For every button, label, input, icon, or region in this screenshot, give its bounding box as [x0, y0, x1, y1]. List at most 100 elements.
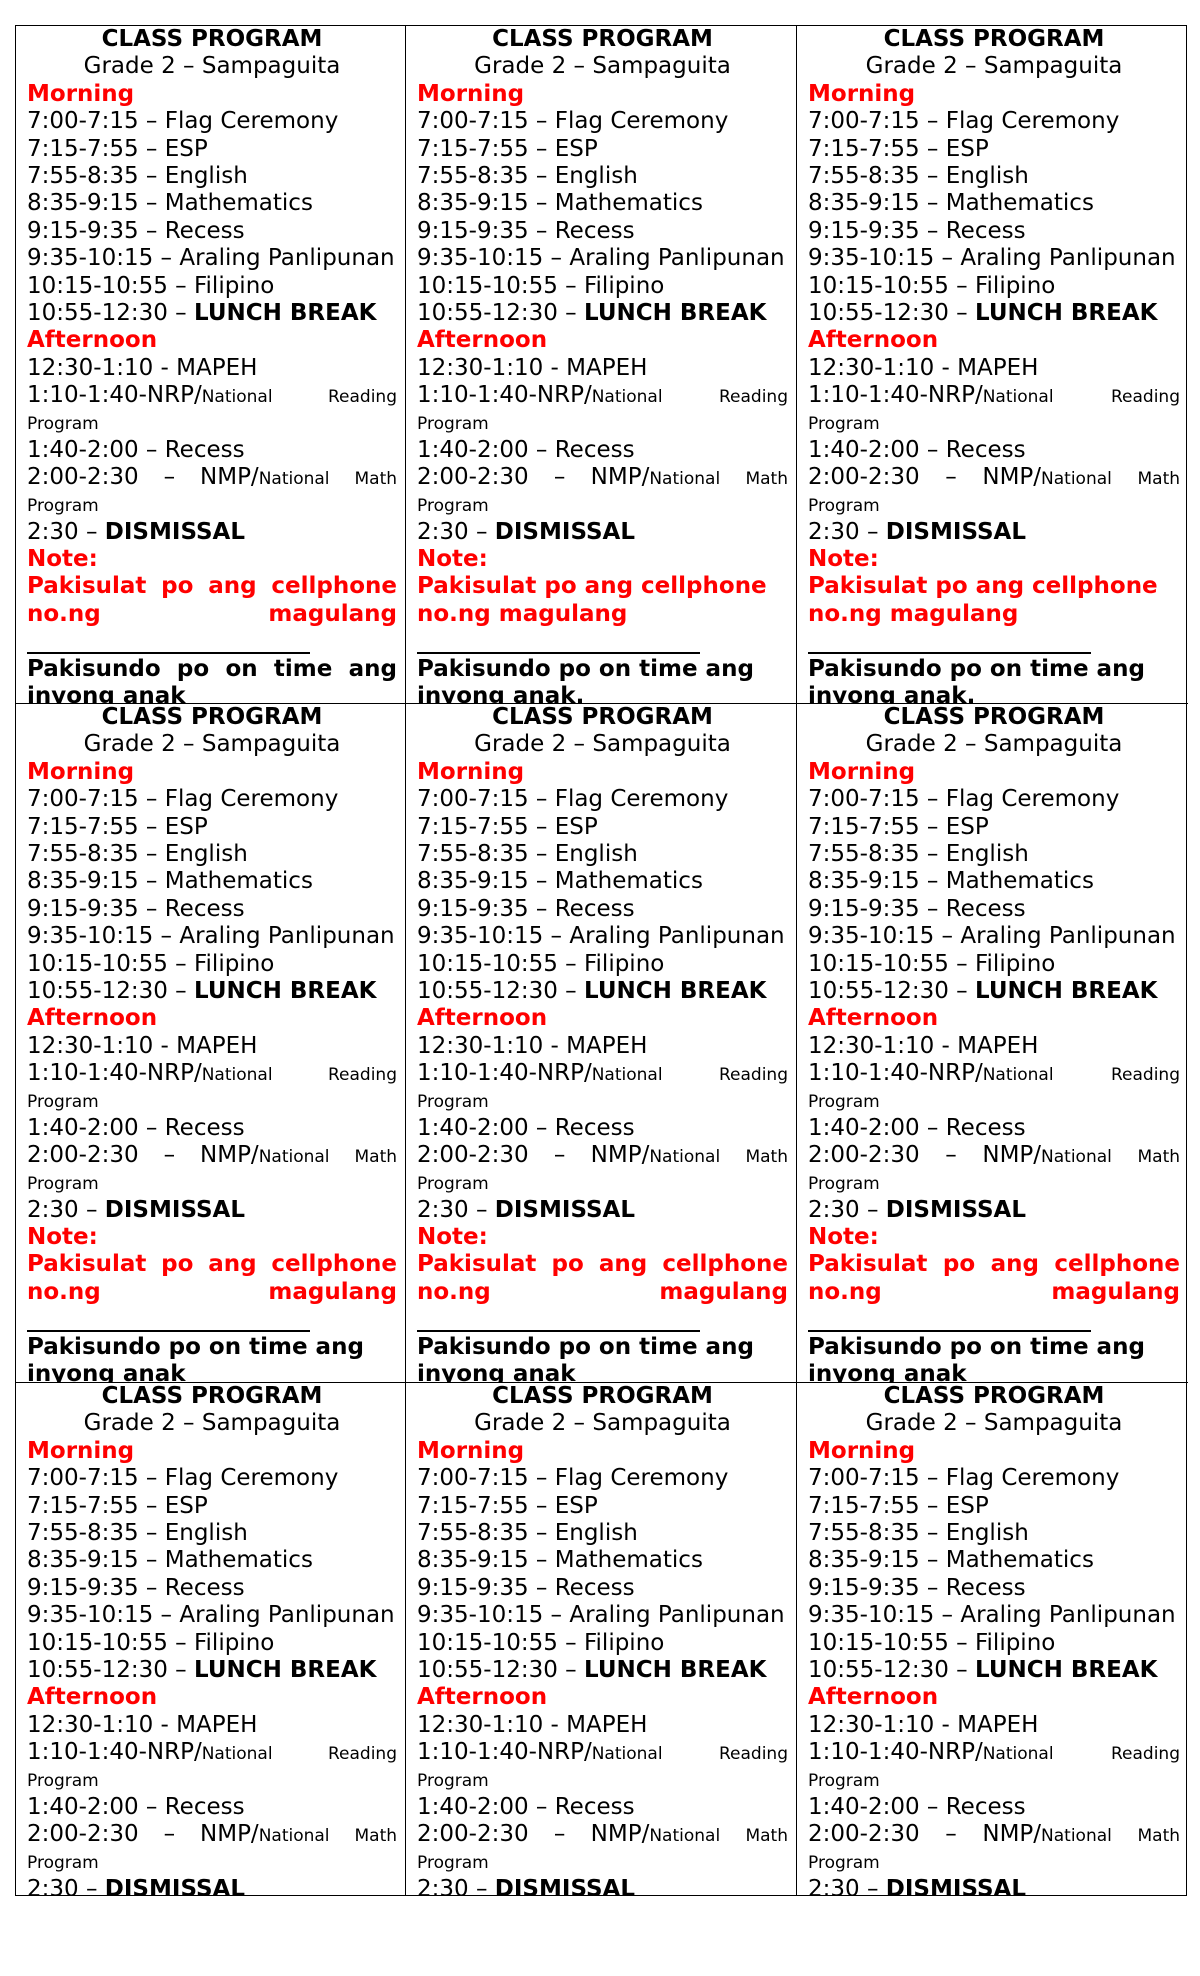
- nmp-time: 2:00-2:30: [808, 1142, 920, 1169]
- schedule-item: 1:40-2:00 – Recess: [27, 1114, 245, 1141]
- schedule-item: 7:00-7:15 – Flag Ceremony: [808, 108, 1120, 135]
- nmp-math: Math: [354, 1147, 398, 1168]
- nmp-main: NMP/: [982, 464, 1042, 491]
- grade-section: Grade 2 – Sampaguita: [83, 1410, 341, 1437]
- nrp-main: 1:10-1:40-NRP/: [27, 1060, 202, 1087]
- program-title: CLASS PROGRAM: [101, 1383, 323, 1409]
- nmp-program: Program: [27, 495, 99, 516]
- nmp-main: NMP/: [200, 1821, 259, 1848]
- schedule-item: 9:15-9:35 – Recess: [808, 895, 1026, 922]
- nrp-item: 1:10-1:40-NRP/National Reading: [417, 1739, 788, 1768]
- class-program-card: CLASS PROGRAM Grade 2 – Sampaguita Morning…: [16, 1383, 406, 1895]
- note-label: Note:: [27, 1223, 98, 1250]
- schedule-item: 9:35-10:15 – Araling Panlipunan: [417, 923, 785, 950]
- schedule-item: 7:00-7:15 – Flag Ceremony: [417, 108, 729, 135]
- nmp-math: Math: [354, 1826, 398, 1847]
- schedule-item: 7:00-7:15 – Flag Ceremony: [417, 786, 729, 813]
- schedule-item: 10:15-10:55 – Filipino: [27, 1629, 275, 1656]
- nmp-dash: –: [163, 464, 176, 491]
- program-title: CLASS PROGRAM: [101, 704, 323, 730]
- note-text-line: no.ng magulang: [808, 1278, 1180, 1305]
- nmp-math: Math: [1137, 1147, 1181, 1168]
- nrp-main: 1:10-1:40-NRP/: [417, 1739, 592, 1766]
- nrp-item: 1:10-1:40-NRP/National Reading: [27, 1739, 397, 1768]
- lunch-label: LUNCH BREAK: [194, 300, 377, 327]
- nmp-national: National: [649, 1147, 721, 1168]
- dismissal-time: 2:30 –: [417, 518, 488, 545]
- schedule-item: 8:35-9:15 – Mathematics: [808, 1547, 1094, 1574]
- schedule-item: 10:15-10:55 – Filipino: [417, 950, 665, 977]
- schedule-item: 1:40-2:00 – Recess: [808, 436, 1026, 463]
- schedule-item: 7:00-7:15 – Flag Ceremony: [417, 1465, 729, 1492]
- nmp-dash: –: [553, 464, 566, 491]
- note-text-line: Pakisulat po ang cellphone: [808, 1251, 1180, 1278]
- schedule-item: 10:15-10:55 – Filipino: [808, 272, 1056, 299]
- nmp-national: National: [258, 469, 330, 490]
- nrp-main: 1:10-1:40-NRP/: [27, 382, 202, 409]
- schedule-item: 9:35-10:15 – Araling Panlipunan: [417, 1602, 785, 1629]
- nmp-dash: –: [553, 1142, 566, 1169]
- lunch-label: LUNCH BREAK: [975, 978, 1158, 1005]
- dismissal-item: 2:30 – DISMISSAL: [808, 519, 1180, 546]
- schedule-item: 7:55-8:35 – English: [808, 1520, 1029, 1547]
- nmp-program: Program: [27, 1173, 99, 1194]
- afternoon-heading: Afternoon: [417, 1005, 548, 1032]
- nrp-reading: Reading: [1110, 387, 1180, 408]
- signature-line: [27, 628, 397, 655]
- morning-heading: Morning: [808, 1437, 916, 1464]
- nmp-item: 2:00-2:30 – NMP/National Math: [808, 1821, 1180, 1850]
- afternoon-heading: Afternoon: [808, 1684, 939, 1711]
- nmp-time: 2:00-2:30: [417, 464, 529, 491]
- dismissal-time: 2:30 –: [27, 1875, 98, 1896]
- class-program-sheet: CLASS PROGRAM Grade 2 – Sampaguita Morning…: [15, 25, 1188, 1896]
- schedule-item: 7:00-7:15 – Flag Ceremony: [27, 1465, 339, 1492]
- lunch-time: 10:55-12:30 –: [417, 1657, 577, 1684]
- nmp-dash: –: [163, 1821, 176, 1848]
- note-label: Note:: [27, 545, 98, 572]
- nrp-national: National: [201, 1065, 273, 1086]
- schedule-item: 12:30-1:10 - MAPEH: [417, 1032, 648, 1059]
- schedule-item: 7:00-7:15 – Flag Ceremony: [808, 786, 1120, 813]
- nrp-main: 1:10-1:40-NRP/: [808, 1060, 983, 1087]
- signature-line: [27, 1306, 397, 1333]
- dismissal-item: 2:30 – DISMISSAL: [808, 1876, 1180, 1896]
- signature-line: [417, 1306, 788, 1333]
- nmp-main: NMP/: [982, 1142, 1042, 1169]
- nmp-item: 2:00-2:30 – NMP/National Math: [417, 464, 788, 493]
- morning-heading: Morning: [417, 758, 525, 785]
- schedule-item: 10:15-10:55 – Filipino: [27, 950, 275, 977]
- note-text-line: no.ng magulang: [808, 600, 1019, 627]
- lunch-time: 10:55-12:30 –: [417, 978, 577, 1005]
- schedule-item: 7:55-8:35 – English: [808, 163, 1029, 190]
- nmp-program: Program: [417, 1852, 489, 1873]
- afternoon-heading: Afternoon: [27, 1684, 158, 1711]
- schedule-item: 9:35-10:15 – Araling Panlipunan: [27, 923, 395, 950]
- nmp-math: Math: [745, 1147, 788, 1168]
- nrp-item: 1:10-1:40-NRP/National Reading: [417, 382, 788, 411]
- schedule-item: 9:35-10:15 – Araling Panlipunan: [808, 245, 1176, 272]
- lunch-label: LUNCH BREAK: [194, 978, 377, 1005]
- lunch-time: 10:55-12:30 –: [417, 300, 577, 327]
- nrp-program: Program: [808, 1770, 880, 1791]
- schedule-item: 8:35-9:15 – Mathematics: [417, 1547, 703, 1574]
- morning-heading: Morning: [808, 758, 916, 785]
- nrp-national: National: [591, 1744, 663, 1765]
- nrp-item: 1:10-1:40-NRP/National Reading: [417, 1060, 788, 1089]
- morning-heading: Morning: [808, 80, 916, 107]
- nmp-main: NMP/: [982, 1821, 1042, 1848]
- lunch-break-item: 10:55-12:30 – LUNCH BREAK: [808, 978, 1180, 1005]
- schedule-item: 8:35-9:15 – Mathematics: [27, 868, 313, 895]
- nrp-program: Program: [417, 413, 489, 434]
- signature-line: [808, 1306, 1180, 1333]
- schedule-item: 1:40-2:00 – Recess: [27, 1793, 245, 1820]
- schedule-item: 1:40-2:00 – Recess: [27, 436, 245, 463]
- schedule-item: 9:15-9:35 – Recess: [27, 1574, 245, 1601]
- nrp-item: 1:10-1:40-NRP/National Reading: [808, 1060, 1180, 1089]
- nrp-reading: Reading: [327, 387, 397, 408]
- nrp-item: 1:10-1:40-NRP/National Reading: [27, 1060, 397, 1089]
- nmp-dash: –: [163, 1142, 176, 1169]
- pickup-reminder-line: inyong anak: [27, 682, 186, 704]
- nmp-main: NMP/: [590, 1821, 650, 1848]
- nrp-program: Program: [27, 1770, 99, 1791]
- afternoon-heading: Afternoon: [417, 1684, 548, 1711]
